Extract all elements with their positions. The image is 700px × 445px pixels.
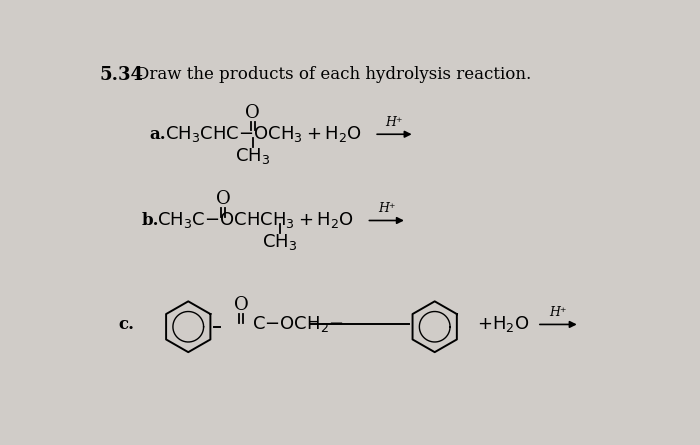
Text: $\mathrm{CH_3}$: $\mathrm{CH_3}$ [262,232,298,252]
Text: 5.34: 5.34 [99,66,143,85]
Text: b.: b. [141,212,160,229]
Text: H⁺: H⁺ [550,306,567,319]
Text: $\mathrm{C{-}OCH_2{-}}$: $\mathrm{C{-}OCH_2{-}}$ [252,315,344,335]
Text: $\mathrm{+ H_2O}$: $\mathrm{+ H_2O}$ [477,315,529,335]
Text: $\mathrm{CH_3CHC{-}OCH_3 + H_2O}$: $\mathrm{CH_3CHC{-}OCH_3 + H_2O}$ [165,124,362,144]
Text: H⁺: H⁺ [378,202,395,215]
Text: Draw the products of each hydrolysis reaction.: Draw the products of each hydrolysis rea… [136,66,531,84]
Text: H⁺: H⁺ [386,116,403,129]
Text: O: O [234,296,248,314]
Text: a.: a. [150,126,166,143]
Text: c.: c. [118,316,134,333]
Text: $\mathrm{CH_3C{-}OCHCH_3 + H_2O}$: $\mathrm{CH_3C{-}OCHCH_3 + H_2O}$ [158,210,354,231]
Text: $\mathrm{CH_3}$: $\mathrm{CH_3}$ [235,146,270,166]
Text: O: O [245,104,260,121]
Text: O: O [216,190,230,208]
